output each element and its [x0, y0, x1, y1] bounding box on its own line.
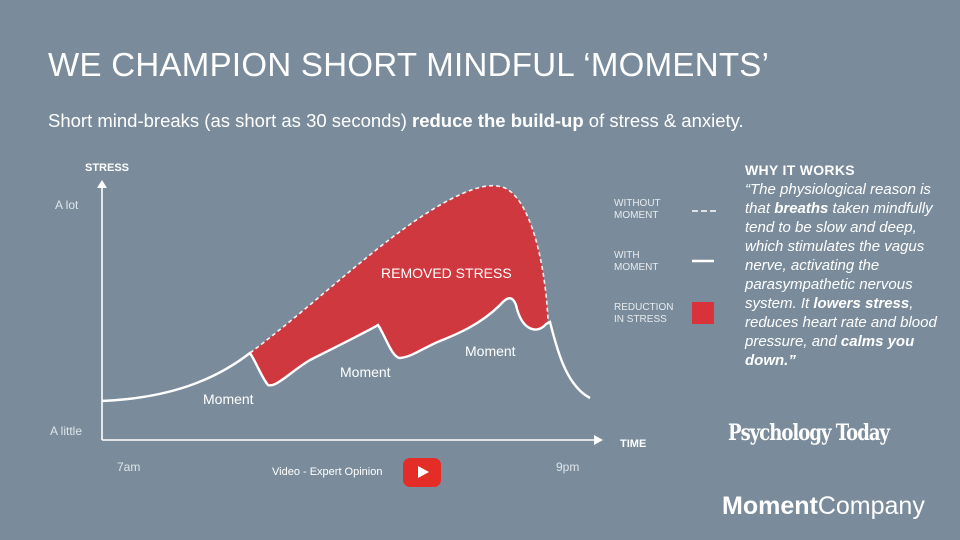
quote-bold-1: breaths: [774, 200, 829, 217]
with-moment-curve: [101, 297, 591, 403]
moment-label-1: Moment: [203, 391, 254, 407]
quote-part-1: “The physiological reason is that: [745, 181, 931, 217]
legend-without-moment: WITHOUT MOMENT: [614, 198, 661, 221]
moment-label-3: Moment: [465, 343, 516, 359]
why-quote: “The physiological reason is that breath…: [745, 180, 945, 370]
page-subtitle: Short mind-breaks (as short as 30 second…: [48, 110, 744, 132]
x-axis-label: TIME: [620, 438, 646, 450]
y-low-label: A little: [50, 424, 82, 438]
subtitle-emphasis: reduce the build-up: [412, 110, 584, 131]
quote-part-3: , reduces heart rate and blood pressure,…: [745, 295, 937, 350]
subtitle-text-end: of stress & anxiety.: [583, 110, 744, 131]
y-axis-arrow: [97, 180, 107, 188]
dashed-line-icon: [692, 210, 716, 212]
brand-bold: Moment: [722, 492, 818, 520]
youtube-play-icon[interactable]: [403, 458, 441, 487]
brand-regular: Company: [817, 492, 925, 520]
red-square-icon: [692, 302, 714, 324]
quote-bold-3: calms you down.”: [745, 333, 915, 369]
y-axis-label: STRESS: [85, 162, 129, 174]
why-heading: WHY IT WORKS: [745, 162, 855, 178]
video-link-label[interactable]: Video - Expert Opinion: [272, 466, 383, 478]
brand-logo: MomentCompany: [722, 492, 925, 521]
x-axis-arrow: [594, 435, 603, 445]
solid-line-icon: [692, 259, 714, 263]
quote-part-2: taken mindfully tend to be slow and deep…: [745, 200, 933, 312]
y-high-label: A lot: [55, 198, 79, 212]
removed-stress-label: REMOVED STRESS: [381, 265, 512, 281]
x-end-label: 9pm: [556, 460, 579, 474]
legend-reduction: REDUCTION IN STRESS: [614, 302, 674, 325]
psychology-today-logo: Psychology Today: [728, 420, 890, 446]
why-it-works-panel: WHY IT WORKS “The physiological reason i…: [745, 162, 945, 370]
subtitle-text: Short mind-breaks (as short as 30 second…: [48, 110, 412, 131]
moment-label-2: Moment: [340, 364, 391, 380]
without-moment-curve: [249, 184, 549, 354]
quote-bold-2: lowers stress: [813, 295, 910, 312]
removed-stress-area: [250, 185, 548, 386]
legend-with-moment: WITH MOMENT: [614, 250, 659, 273]
x-start-label: 7am: [117, 460, 140, 474]
page-title: WE CHAMPION SHORT MINDFUL ‘MOMENTS’: [48, 46, 770, 83]
